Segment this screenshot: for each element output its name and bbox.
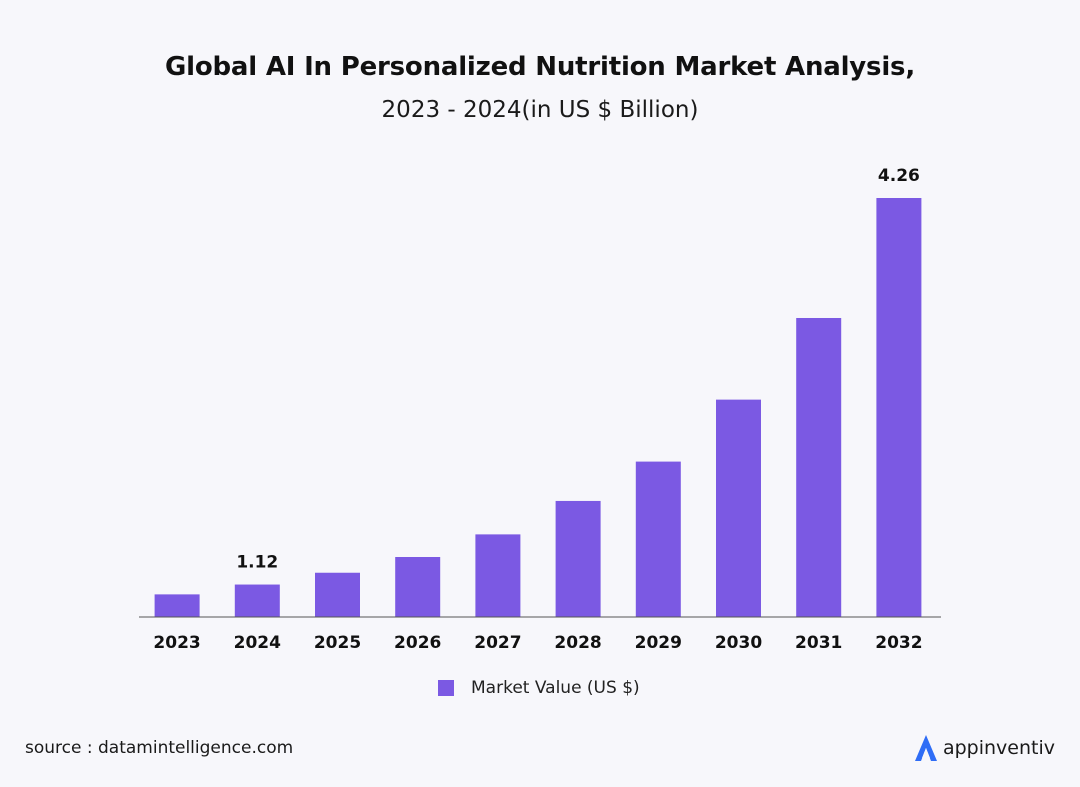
bar-2031 (796, 317, 842, 617)
x-tick-label: 2028 (554, 633, 601, 653)
data-label-2032: 4.26 (878, 166, 920, 186)
x-tick-label: 2023 (153, 633, 200, 653)
x-tick-label: 2024 (234, 633, 281, 653)
bar-2028 (555, 500, 601, 617)
bar-2023 (154, 594, 200, 617)
data-label-2024: 1.12 (236, 553, 278, 573)
bar-2025 (315, 572, 360, 617)
legend-swatch (438, 680, 454, 696)
x-tick-label: 2030 (715, 633, 762, 653)
chart-subtitle: 2023 - 2024(in US $ Billion) (381, 97, 699, 123)
source-note: source : datamintelligence.com (25, 738, 294, 758)
chart-title: Global AI In Personalized Nutrition Mark… (165, 52, 915, 82)
brand-name: appinventiv (942, 737, 1055, 759)
legend-label: Market Value (US $) (471, 678, 640, 698)
x-tick-label: 2031 (795, 633, 842, 653)
x-tick-label: 2032 (875, 633, 922, 653)
bar-2026 (395, 557, 441, 617)
bar-2029 (635, 461, 681, 617)
brand-logo: appinventiv (912, 733, 1055, 763)
bar-2024 (234, 584, 280, 617)
bar-2027 (475, 534, 521, 617)
x-tick-label: 2025 (314, 633, 361, 653)
bar-2030 (716, 399, 761, 617)
x-tick-label: 2029 (635, 633, 682, 653)
appinventiv-logo-icon (914, 735, 937, 761)
x-tick-label: 2027 (474, 633, 521, 653)
bar-2032 (876, 198, 922, 617)
chart-legend: Market Value (US $) (438, 678, 640, 698)
x-tick-label: 2026 (394, 633, 441, 653)
